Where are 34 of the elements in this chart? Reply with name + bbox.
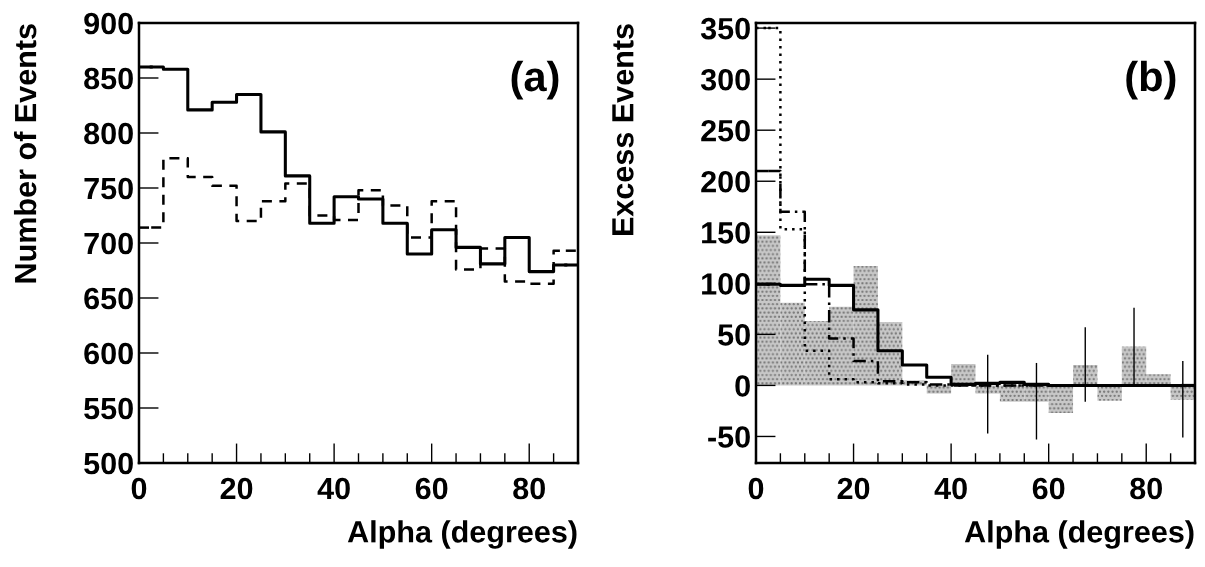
x-axis-title: Alpha (degrees) xyxy=(964,520,1194,549)
y-tick-label: 50 xyxy=(718,324,750,346)
y-axis-title: Number of Events xyxy=(13,24,37,283)
y-tick-label: 100 xyxy=(702,273,750,295)
y-tick-label: -50 xyxy=(708,426,750,448)
y-tick-label: 250 xyxy=(701,119,750,142)
x-tick-label: 20 xyxy=(220,477,253,500)
annotation: (a) xyxy=(511,60,559,100)
x-tick-label: 40 xyxy=(934,477,967,500)
y-tick-label: 350 xyxy=(700,17,750,40)
y-tick-label: 300 xyxy=(700,68,750,91)
annotation: (b) xyxy=(1126,60,1176,100)
x-tick-label: 60 xyxy=(415,477,448,500)
y-tick-label: 500 xyxy=(84,452,133,475)
y-axis-title: Excess Events xyxy=(612,24,634,235)
y-tick-label: 0 xyxy=(735,375,750,397)
y-tick-label: 850 xyxy=(84,67,133,90)
x-tick-label: 80 xyxy=(1130,477,1162,500)
x-tick-label: 20 xyxy=(837,477,870,500)
y-tick-label: 900 xyxy=(84,12,133,35)
x-tick-label: 0 xyxy=(748,477,764,500)
y-tick-label: 150 xyxy=(702,222,750,244)
x-tick-label: 80 xyxy=(513,477,545,500)
y-tick-label: 200 xyxy=(701,170,750,193)
x-axis-title: Alpha (degrees) xyxy=(347,520,577,549)
x-tick-label: 60 xyxy=(1032,477,1065,500)
x-tick-label: 0 xyxy=(131,477,147,500)
x-tick-label: 40 xyxy=(317,477,350,500)
y-tick-label: 650 xyxy=(84,287,133,310)
y-tick-label: 550 xyxy=(84,397,133,420)
y-tick-label: 700 xyxy=(84,232,133,255)
y-tick-label: 750 xyxy=(84,177,133,200)
y-tick-label: 600 xyxy=(84,342,133,365)
y-tick-label: 800 xyxy=(84,122,133,145)
